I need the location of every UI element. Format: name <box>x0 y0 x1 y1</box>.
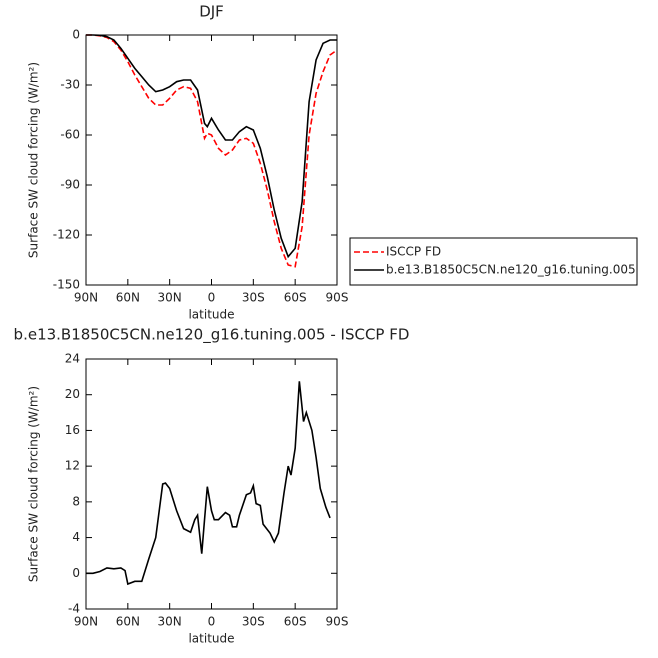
x-tick-label: 0 <box>208 291 216 305</box>
x-tick-label: 90N <box>74 615 98 629</box>
legend-label: b.e13.B1850C5CN.ne120_g16.tuning.005 <box>386 263 636 277</box>
y-tick-label: 4 <box>72 530 80 544</box>
y-tick-label: -60 <box>60 128 80 142</box>
plot-frame <box>85 358 338 610</box>
x-axis-label: latitude <box>188 308 234 322</box>
legend-label: ISCCP FD <box>386 245 441 259</box>
x-tick-label: 90N <box>74 291 98 305</box>
x-tick-label: 30N <box>158 615 182 629</box>
chart-title: DJF <box>199 3 224 21</box>
plot-frame <box>85 34 338 286</box>
x-tick-label: 60N <box>116 615 140 629</box>
y-tick-label: 8 <box>72 494 80 508</box>
legend-box <box>349 237 638 286</box>
y-axis-label: Surface SW cloud forcing (W/m²) <box>27 62 41 258</box>
y-tick-label: -4 <box>68 602 80 616</box>
x-tick-label: 60S <box>284 615 307 629</box>
x-tick-label: 60N <box>116 291 140 305</box>
y-tick-label: -30 <box>60 78 80 92</box>
x-tick-label: 30S <box>242 291 265 305</box>
y-tick-label: 20 <box>65 387 80 401</box>
data-line <box>86 34 337 259</box>
y-axis-label: Surface SW cloud forcing (W/m²) <box>27 386 41 582</box>
y-tick-label: 24 <box>65 352 80 366</box>
data-line <box>86 34 338 268</box>
chart-title: b.e13.B1850C5CN.ne120_g16.tuning.005 - I… <box>14 326 410 345</box>
x-tick-label: 90S <box>326 291 349 305</box>
x-tick-label: 30N <box>158 291 182 305</box>
x-tick-label: 90S <box>326 615 349 629</box>
x-tick-label: 60S <box>284 291 307 305</box>
y-tick-label: 0 <box>72 28 80 42</box>
y-tick-label: -120 <box>53 228 80 242</box>
y-tick-label: 12 <box>65 459 80 473</box>
y-tick-label: -150 <box>53 278 80 292</box>
x-tick-label: 30S <box>242 615 265 629</box>
y-tick-label: 16 <box>65 423 80 437</box>
y-tick-label: 0 <box>72 566 80 580</box>
y-tick-label: -90 <box>60 178 80 192</box>
data-line <box>86 381 331 586</box>
x-axis-label: latitude <box>188 632 234 646</box>
x-tick-label: 0 <box>208 615 216 629</box>
